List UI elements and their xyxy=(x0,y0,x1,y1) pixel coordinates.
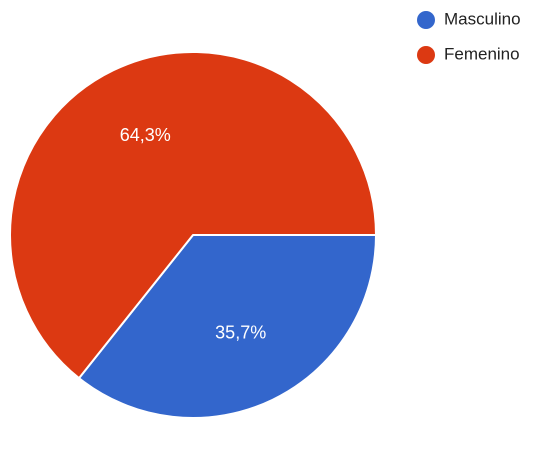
legend-label-masculino: Masculino xyxy=(444,9,521,28)
slice-label-femenino: 64,3% xyxy=(120,125,171,145)
legend-label-femenino: Femenino xyxy=(444,44,520,63)
legend-item-masculino[interactable]: Masculino xyxy=(417,9,521,29)
pie-slice-femenino[interactable] xyxy=(9,51,377,380)
slice-label-masculino: 35,7% xyxy=(215,323,266,343)
legend-item-femenino[interactable]: Femenino xyxy=(417,44,520,64)
legend-swatch-masculino xyxy=(417,11,435,29)
pie-slice-masculino[interactable] xyxy=(78,234,377,419)
pie-slices xyxy=(9,51,377,419)
pie-slice-labels: 35,7% 64,3% xyxy=(120,125,266,343)
chart-legend: Masculino Femenino xyxy=(417,9,521,64)
legend-swatch-femenino xyxy=(417,46,435,64)
